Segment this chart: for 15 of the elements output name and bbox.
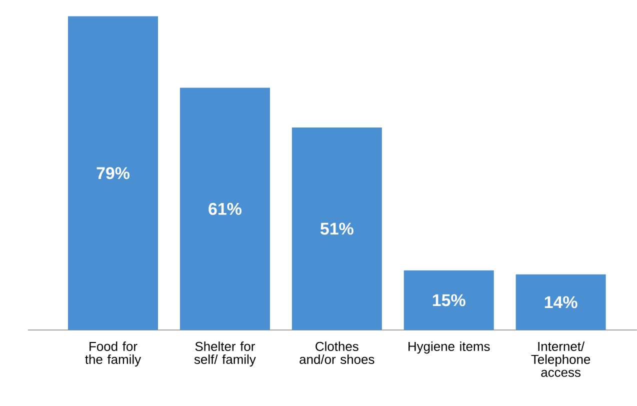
data-label: 61% xyxy=(208,202,242,215)
bar xyxy=(516,274,606,330)
x-tick-label: Hygiene items xyxy=(408,342,490,354)
bar xyxy=(404,270,494,330)
x-tick-label: Internet/ Telephone access xyxy=(531,342,590,377)
x-tick-label: Shelter for self/ family xyxy=(194,342,256,367)
x-tick-label: Clothes and/or shoes xyxy=(300,342,374,364)
data-label: 15% xyxy=(432,294,466,306)
data-label: 79% xyxy=(96,167,130,180)
data-label: 14% xyxy=(544,296,578,308)
bar xyxy=(292,127,382,330)
x-tick-label: Food for the family xyxy=(85,342,142,367)
bar xyxy=(180,88,270,330)
data-label: 51% xyxy=(320,222,354,235)
bar xyxy=(68,16,158,330)
